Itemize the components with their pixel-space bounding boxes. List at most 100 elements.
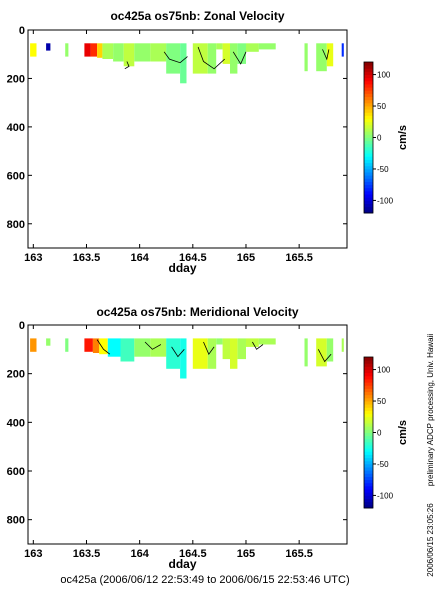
colorbar: 100 50 0 -50 -100 cm/s (363, 356, 409, 509)
colorbar-segment (364, 74, 373, 79)
colorbar-tick-label: 50 (377, 397, 386, 406)
panel-zonal: oc425a os75nb: Zonal Velocity 163 163.5 164… (7, 9, 409, 275)
colorbar-segment (364, 382, 373, 386)
data-cell (166, 43, 180, 74)
x-tick-label: 163 (24, 252, 42, 264)
colorbar-segment (364, 77, 373, 82)
x-tick-label: 165.5 (285, 252, 313, 264)
data-cell (30, 43, 37, 57)
timestamp: 2006/06/15 23:05:26 (426, 503, 435, 577)
data-cell (84, 338, 93, 352)
data-cell (102, 43, 113, 59)
colorbar-segment (364, 407, 373, 411)
contour-line (252, 341, 264, 350)
colorbar-segment (364, 168, 373, 173)
contour-line (144, 341, 162, 350)
contour-line (171, 346, 185, 358)
colorbar-segment (364, 489, 373, 493)
data-cells (30, 338, 344, 379)
colorbar-tick-label: -50 (377, 460, 389, 469)
colorbar-tick-label: 100 (377, 366, 391, 375)
contour-lines (124, 46, 330, 70)
data-cell (316, 43, 327, 72)
data-cells (30, 43, 344, 84)
colorbar-segment (364, 372, 373, 377)
contour-line (197, 46, 225, 70)
colorbar-tick-label: -100 (377, 196, 394, 205)
data-cell (237, 43, 246, 64)
data-cell (65, 43, 69, 57)
colorbar-segment (364, 401, 373, 405)
colorbar-segment (364, 504, 373, 509)
colorbar-segment (364, 194, 373, 198)
colorbar-segment (364, 363, 373, 367)
data-cell (180, 338, 187, 379)
data-cell (230, 43, 238, 74)
x-tick-label: 163.5 (73, 252, 101, 264)
colorbar-segment (364, 181, 373, 186)
colorbar-segment (364, 121, 373, 126)
x-axis-label: dday (168, 261, 196, 275)
colorbar-segment (364, 467, 373, 471)
colorbar-tick-label: 0 (377, 134, 382, 143)
colorbar-segment (364, 184, 373, 189)
colorbar-segment (364, 62, 373, 66)
colorbar-segment (364, 165, 373, 170)
data-cell (222, 43, 230, 64)
colorbar-segment (364, 65, 373, 69)
colorbar-segment (364, 460, 373, 465)
colorbar-segment (364, 445, 373, 449)
data-cell (230, 338, 238, 369)
data-cell (84, 43, 91, 57)
y-tick-label: 0 (19, 25, 25, 37)
colorbar-segment (364, 209, 373, 214)
data-cell (46, 43, 51, 51)
data-cell (192, 338, 208, 369)
colorbar-segment (364, 106, 373, 110)
colorbar-segment (364, 190, 373, 195)
colorbar-segment (364, 479, 373, 484)
data-cell (123, 43, 135, 67)
x-tick-label: 164.5 (179, 252, 207, 264)
colorbar-segment (364, 369, 373, 374)
colorbar-segment (364, 140, 373, 145)
colorbar-segment (364, 187, 373, 192)
colorbar-tick-label: 0 (377, 429, 382, 438)
chart-title: oc425a os75nb: Meridional Velocity (96, 305, 298, 319)
data-cell (341, 43, 344, 57)
colorbar-segment (364, 156, 373, 160)
colorbar-segment (364, 366, 373, 370)
x-axis-label: dday (168, 557, 196, 571)
contour-line (96, 339, 111, 355)
x-tick-label: 164.5 (179, 548, 207, 560)
data-cell (120, 338, 135, 362)
contour-line (232, 51, 247, 65)
colorbar-segment (364, 99, 373, 104)
colorbar-tick-label: -50 (377, 165, 389, 174)
colorbar-segment (364, 448, 373, 452)
colorbar-segment (364, 476, 373, 481)
x-tick-label: 165 (237, 252, 255, 264)
data-cell (237, 338, 246, 360)
x-tick-label: 165.5 (285, 548, 313, 560)
colorbar-segment (364, 470, 373, 474)
data-cell (304, 43, 308, 72)
colorbar-segment (364, 419, 373, 424)
y-tick-label: 600 (7, 466, 25, 478)
colorbar-segment (364, 143, 373, 148)
colorbar-segment (364, 360, 373, 364)
colorbar-segment (364, 457, 373, 462)
data-cell (90, 43, 98, 57)
x-axis: 163 163.5 164 164.5 165 165.5 dday (24, 30, 313, 275)
colorbar-segment (364, 394, 373, 399)
colorbar-segment (364, 385, 373, 389)
colorbar-segment (364, 435, 373, 440)
data-cell (46, 338, 51, 346)
x-tick-label: 164 (130, 548, 149, 560)
x-tick-label: 163.5 (73, 548, 101, 560)
colorbar-segment (364, 134, 373, 138)
colorbar-segment (364, 90, 373, 94)
data-cell (316, 338, 327, 367)
y-axis: 0 200 400 600 800 (7, 320, 347, 527)
